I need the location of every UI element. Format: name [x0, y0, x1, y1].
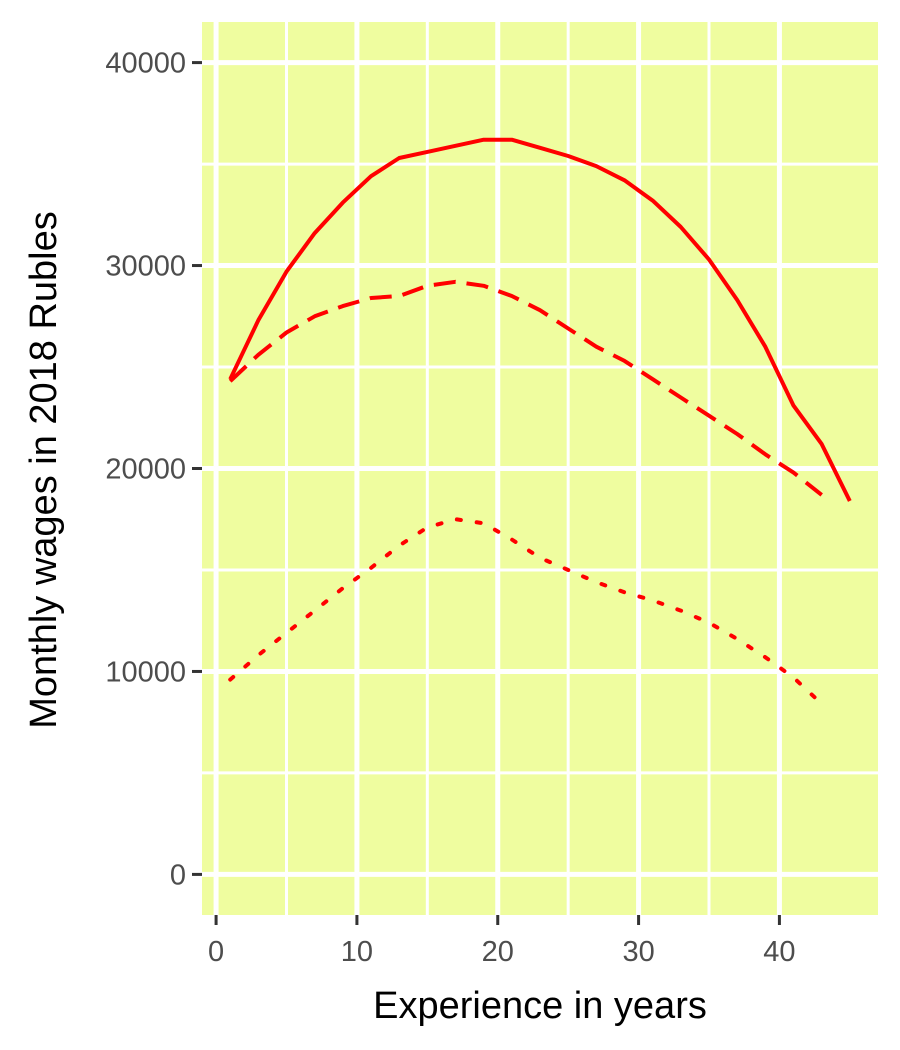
data-series — [228, 137, 852, 706]
y-tick-label: 40000 — [105, 48, 186, 80]
y-axis: 0 10000 20000 30000 40000 — [105, 48, 202, 891]
x-tick-label: 40 — [763, 936, 795, 968]
y-tick-label: 20000 — [105, 454, 186, 486]
y-axis-title: Monthly wages in 2018 Rubles — [23, 211, 65, 729]
y-tick-label: 30000 — [105, 251, 186, 283]
x-tick-label: 10 — [341, 936, 373, 968]
series-line-solid — [228, 137, 852, 502]
x-axis-title: Experience in years — [373, 985, 707, 1027]
grid-lines — [202, 22, 878, 915]
x-tick-label: 30 — [622, 936, 654, 968]
x-tick-label: 0 — [208, 936, 224, 968]
y-tick-label: 0 — [170, 859, 186, 891]
x-axis: 0 10 20 30 40 — [208, 915, 796, 968]
x-tick-label: 20 — [482, 936, 514, 968]
y-tick-label: 10000 — [105, 656, 186, 688]
